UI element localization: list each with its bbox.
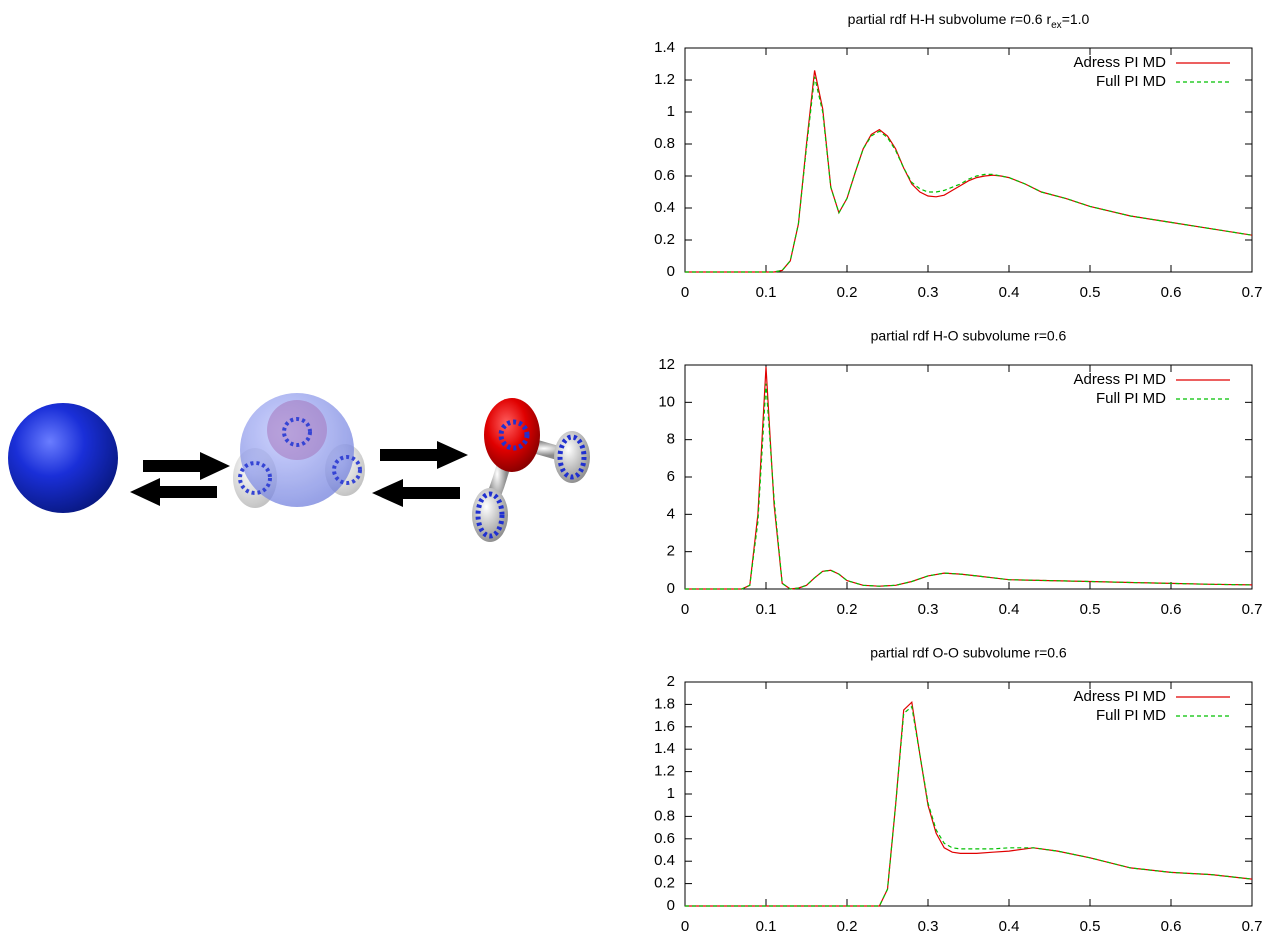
y-tick-label: 6 <box>667 468 675 485</box>
arrow-right <box>380 441 468 469</box>
chart-title: partial rdf O-O subvolume r=0.6 <box>870 645 1067 661</box>
atomistic-molecule <box>472 398 590 542</box>
x-tick-label: 0.3 <box>918 918 939 933</box>
x-tick-label: 0 <box>681 601 689 618</box>
y-tick-label: 1.8 <box>654 695 675 712</box>
x-tick-label: 0.4 <box>999 284 1020 301</box>
x-tick-label: 0.5 <box>1080 601 1101 618</box>
x-tick-label: 0.6 <box>1161 601 1182 618</box>
coarse-sphere <box>8 403 118 513</box>
y-tick-label: 0.8 <box>654 135 675 152</box>
x-tick-label: 0.7 <box>1242 918 1263 933</box>
x-tick-label: 0.1 <box>756 284 777 301</box>
x-tick-label: 0.4 <box>999 918 1020 933</box>
chart-title: partial rdf H-O subvolume r=0.6 <box>871 328 1067 344</box>
series-line <box>685 383 1253 590</box>
chart-title: partial rdf H-H subvolume r=0.6 rex=1.0 <box>848 11 1090 31</box>
y-tick-label: 0.6 <box>654 167 675 184</box>
y-tick-label: 0 <box>667 263 675 280</box>
series-line <box>685 705 1253 907</box>
y-tick-label: 1.6 <box>654 718 675 735</box>
y-tick-label: 12 <box>658 356 675 373</box>
x-tick-label: 0.3 <box>918 601 939 618</box>
x-tick-label: 0.7 <box>1242 284 1263 301</box>
title-part: ex <box>1051 20 1062 31</box>
y-tick-label: 2 <box>667 543 675 560</box>
x-tick-label: 0.3 <box>918 284 939 301</box>
title-part: partial rdf H-H subvolume r=0.6 r <box>848 11 1052 27</box>
x-tick-label: 0.6 <box>1161 918 1182 933</box>
legend-label: Full PI MD <box>1096 390 1166 407</box>
y-tick-label: 0.4 <box>654 852 675 869</box>
legend-label: Full PI MD <box>1096 73 1166 90</box>
x-tick-label: 0 <box>681 284 689 301</box>
y-tick-label: 0.2 <box>654 875 675 892</box>
x-tick-label: 0.1 <box>756 601 777 618</box>
arrow-left <box>130 478 217 506</box>
y-tick-label: 2 <box>667 673 675 690</box>
hybrid-molecule <box>233 393 365 508</box>
legend-label: Adress PI MD <box>1073 688 1166 705</box>
legend-label: Adress PI MD <box>1073 371 1166 388</box>
y-tick-label: 1.4 <box>654 740 675 757</box>
y-tick-label: 8 <box>667 431 675 448</box>
y-tick-label: 10 <box>658 393 675 410</box>
y-tick-label: 1 <box>667 785 675 802</box>
x-tick-label: 0.2 <box>837 601 858 618</box>
y-tick-label: 0.2 <box>654 231 675 248</box>
y-tick-label: 1 <box>667 103 675 120</box>
y-tick-label: 4 <box>667 505 675 522</box>
y-tick-label: 1.4 <box>654 39 675 56</box>
plot-frame <box>684 364 1253 590</box>
legend-label: Adress PI MD <box>1073 54 1166 71</box>
x-tick-label: 0.2 <box>837 284 858 301</box>
y-tick-label: 0.4 <box>654 199 675 216</box>
series-line <box>685 70 1253 273</box>
legend-label: Full PI MD <box>1096 707 1166 724</box>
x-tick-label: 0.5 <box>1080 918 1101 933</box>
x-tick-label: 0.5 <box>1080 284 1101 301</box>
y-tick-label: 1.2 <box>654 71 675 88</box>
y-tick-label: 0 <box>667 580 675 597</box>
y-tick-label: 0.8 <box>654 807 675 824</box>
x-tick-label: 0.4 <box>999 601 1020 618</box>
molecule-illustration <box>8 393 590 542</box>
y-tick-label: 0 <box>667 897 675 914</box>
x-tick-label: 0.7 <box>1242 601 1263 618</box>
plot-frame <box>684 47 1253 273</box>
y-tick-label: 1.2 <box>654 763 675 780</box>
title-part: =1.0 <box>1062 11 1090 27</box>
x-tick-label: 0.2 <box>837 918 858 933</box>
arrow-right <box>143 452 230 480</box>
arrow-left <box>372 479 460 507</box>
series-line <box>685 366 1253 590</box>
x-tick-label: 0.6 <box>1161 284 1182 301</box>
x-tick-label: 0.1 <box>756 918 777 933</box>
x-tick-label: 0 <box>681 918 689 933</box>
y-tick-label: 0.6 <box>654 830 675 847</box>
series-line <box>685 76 1253 273</box>
series-line <box>685 700 1253 907</box>
